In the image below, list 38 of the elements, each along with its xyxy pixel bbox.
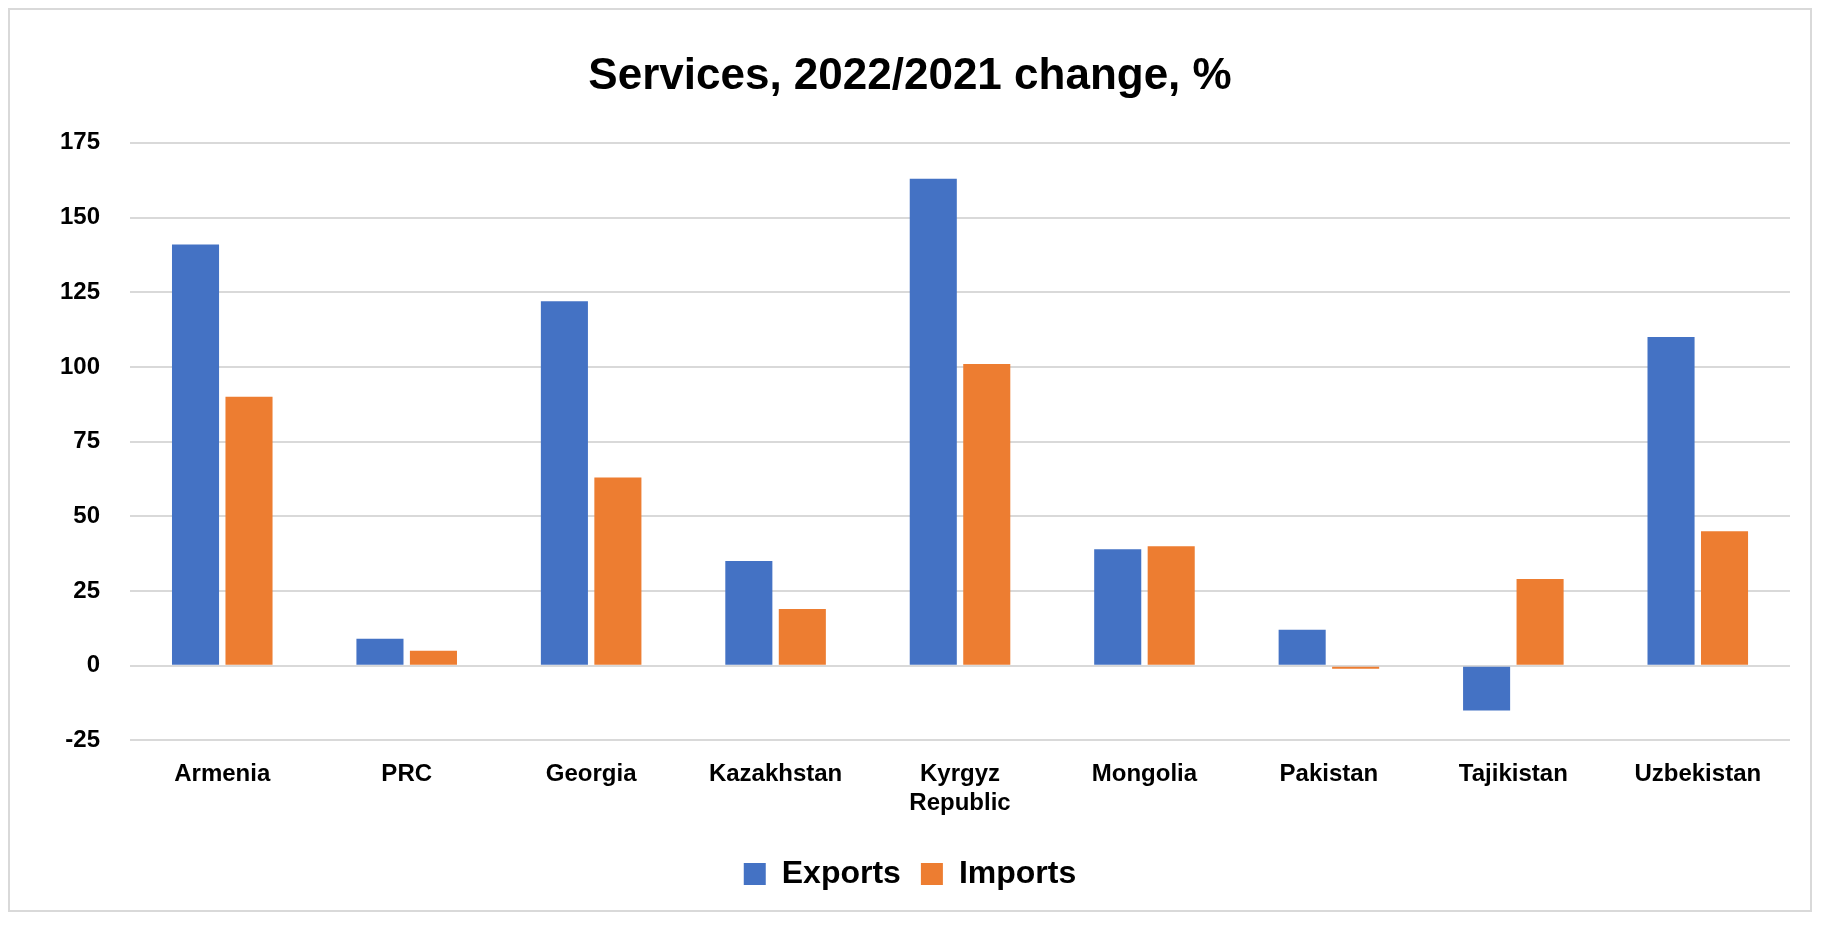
bar [778, 608, 826, 665]
x-tick-label: Armenia [174, 759, 271, 787]
y-tick-label: 50 [73, 500, 101, 528]
bar [1147, 546, 1195, 665]
bar [725, 561, 773, 665]
x-tick-label: Kazakhstan [708, 759, 843, 787]
bar [409, 650, 457, 665]
y-tick-label: 150 [60, 202, 101, 230]
x-tick-label: Mongolia [1091, 759, 1198, 787]
legend-label: Exports [781, 853, 901, 890]
chart-title: Services, 2022/2021 change, % [588, 48, 1232, 98]
bar [594, 477, 642, 665]
bar [1516, 579, 1564, 665]
bar [356, 638, 404, 665]
legend-label: Imports [958, 853, 1077, 890]
y-tick-label: 100 [60, 351, 101, 379]
bar [1647, 337, 1695, 665]
x-tick-label: Georgia [545, 759, 638, 787]
bar [171, 244, 220, 665]
x-tick-label: Pakistan [1279, 759, 1379, 787]
bar [963, 363, 1011, 665]
bar [1278, 629, 1326, 665]
y-tick-label: 25 [73, 575, 101, 603]
x-tick-label: Uzbekistan [1634, 759, 1762, 787]
x-tick-label: Tajikistan [1458, 759, 1568, 787]
bar [540, 301, 588, 665]
y-tick-label: 175 [60, 127, 101, 155]
y-tick-label: 125 [60, 276, 101, 304]
x-tick-label: PRC [381, 759, 433, 787]
x-tick-label: Kyrgyz Republic [909, 759, 1011, 816]
y-tick-label: -25 [65, 725, 101, 753]
bar [909, 178, 957, 665]
bar [1094, 549, 1142, 665]
y-tick-label: 0 [86, 650, 101, 678]
bar [1463, 666, 1511, 711]
bar [1700, 531, 1749, 665]
bar [225, 396, 273, 665]
y-tick-label: 75 [73, 426, 101, 454]
